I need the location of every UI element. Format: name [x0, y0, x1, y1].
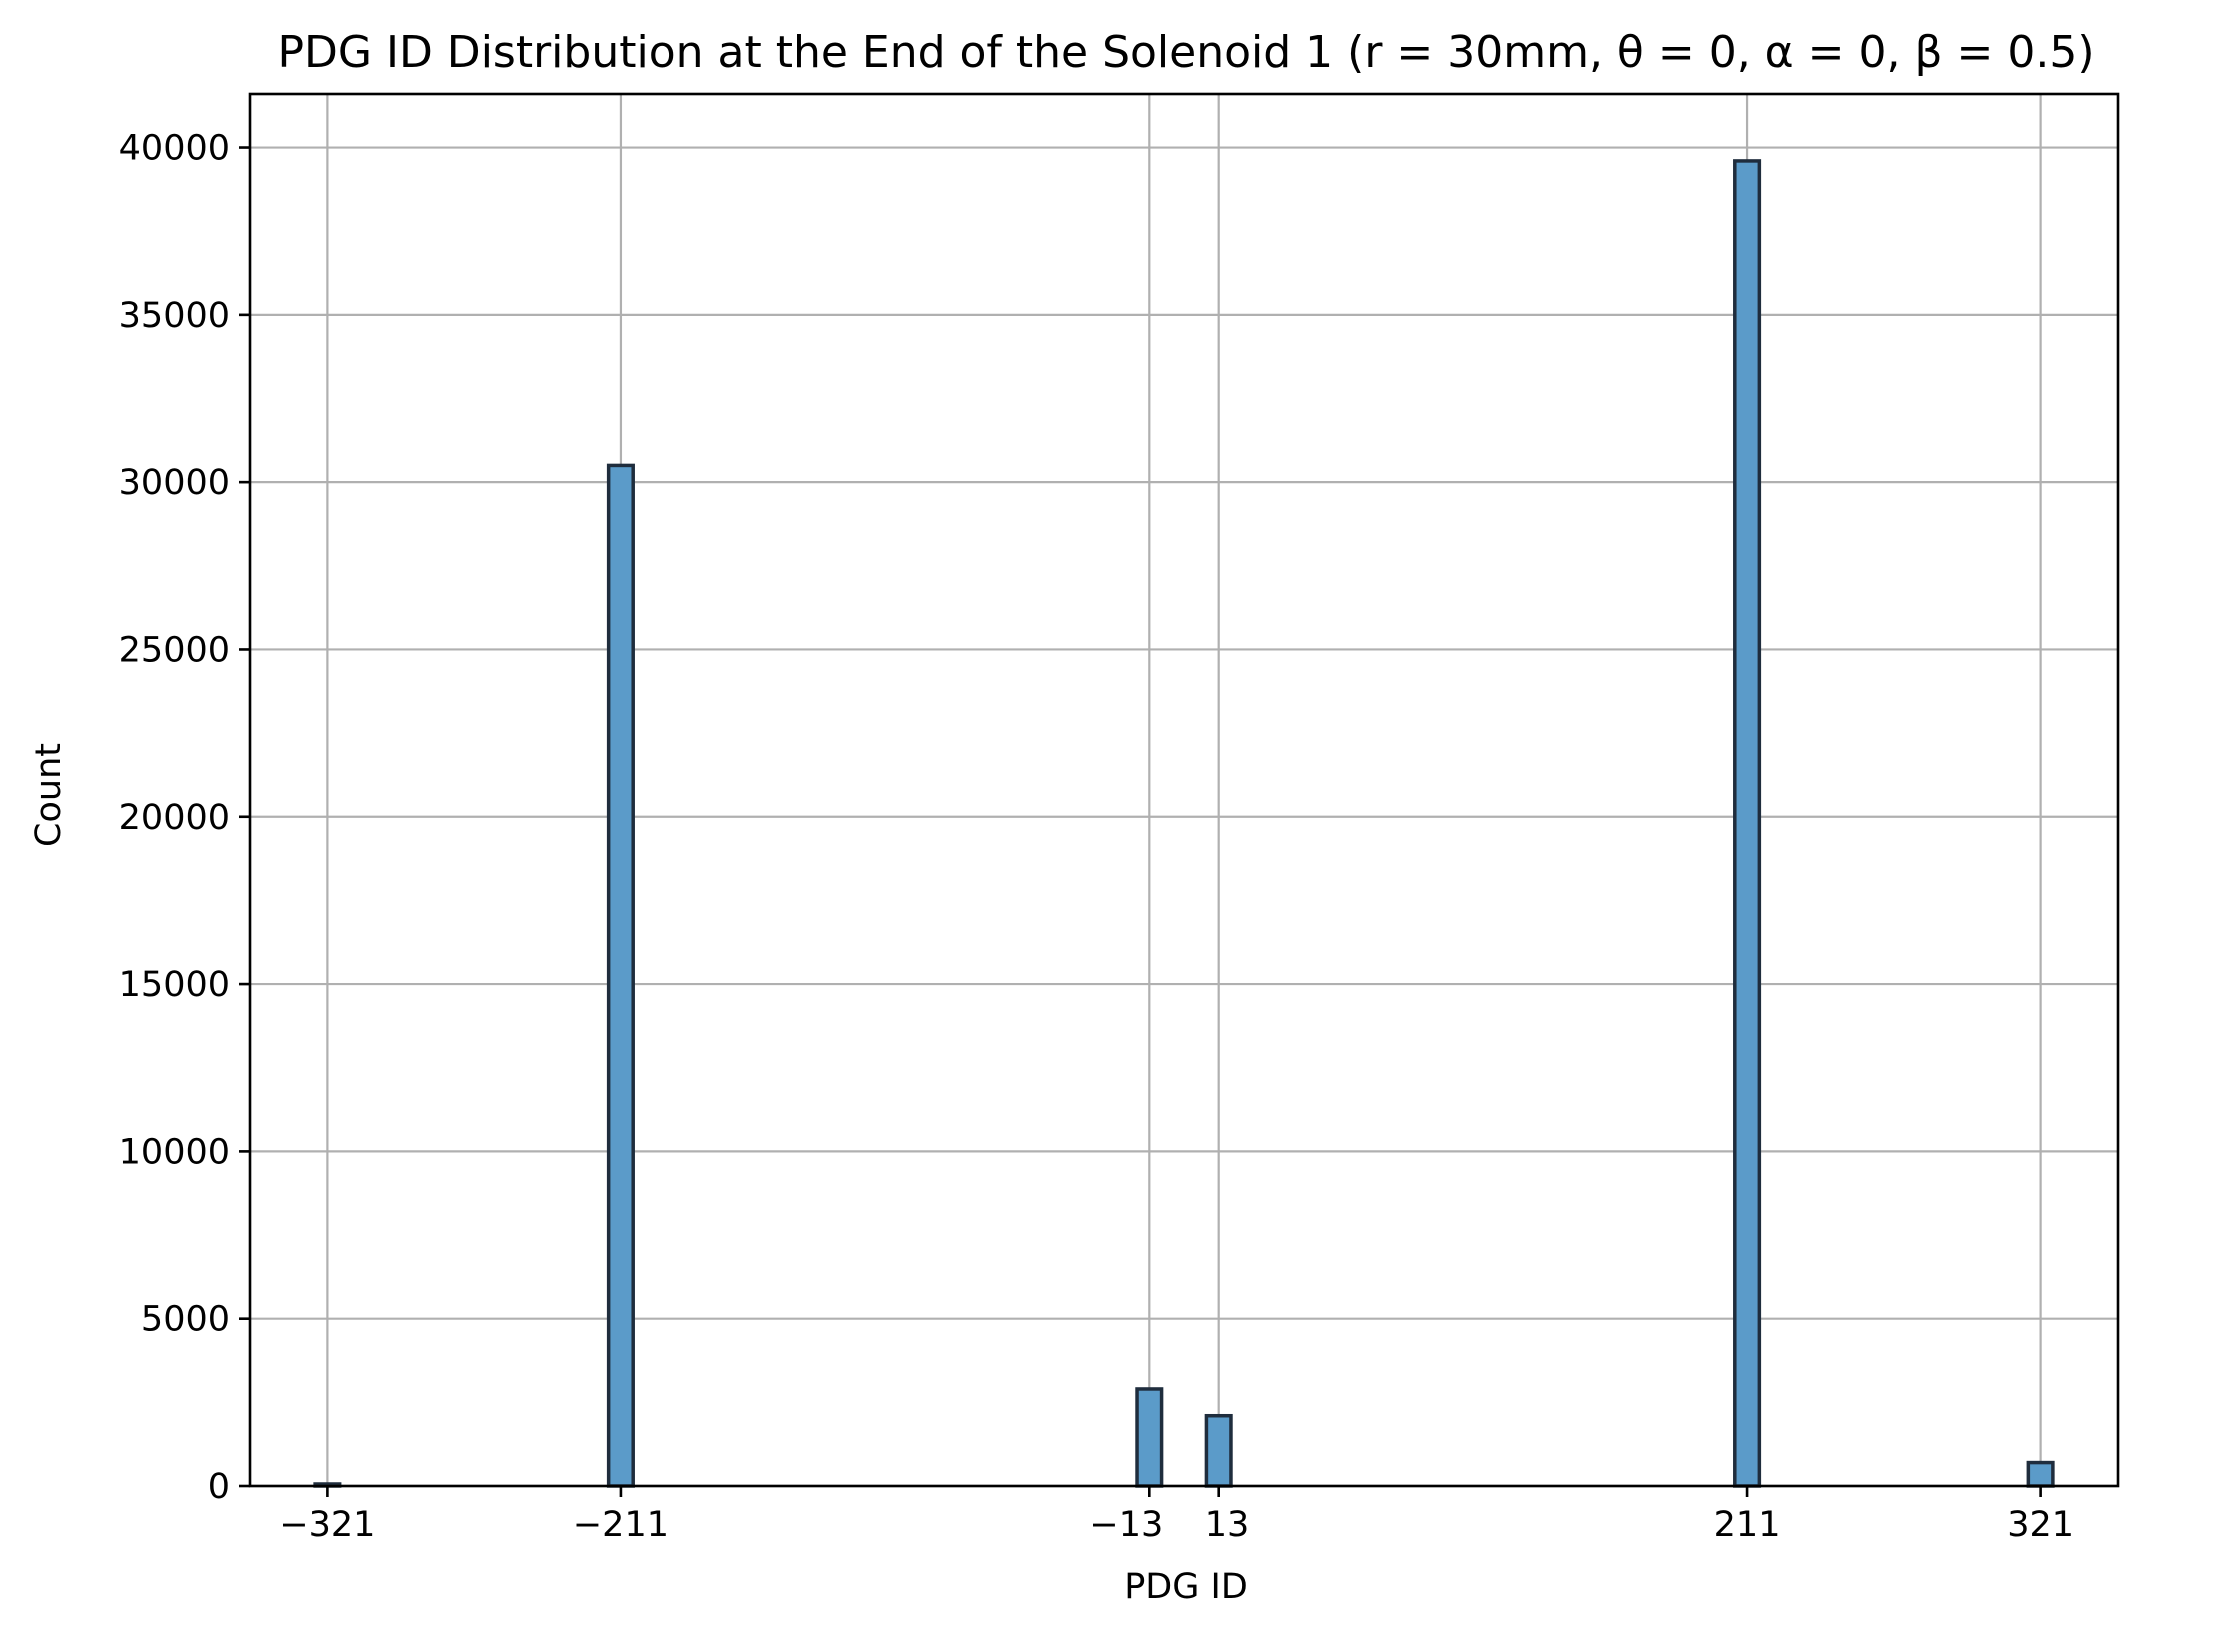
- y-tick-label: 40000: [119, 129, 230, 169]
- x-tick-label: −321: [279, 1505, 375, 1545]
- plot-frame: [248, 92, 2120, 1488]
- y-tick-label: 0: [208, 1467, 230, 1507]
- y-axis-ticks: 0 5000 10000 15000 20000 25000 30000 35000 40000: [119, 129, 250, 1507]
- histogram-bar: [2026, 1460, 2055, 1488]
- y-tick-label: 20000: [119, 798, 230, 838]
- histogram-bar: [606, 463, 635, 1488]
- x-tick-label: 211: [1714, 1505, 1781, 1545]
- chart-title: PDG ID Distribution at the End of the So…: [277, 27, 2094, 78]
- histogram-bar: [1135, 1387, 1164, 1488]
- x-axis-ticks: −321 −211 −13 13 211 321: [279, 1486, 2074, 1545]
- y-tick-label: 10000: [119, 1132, 230, 1172]
- y-tick-label: 15000: [119, 965, 230, 1005]
- y-axis-label: Count: [29, 743, 69, 847]
- y-tick-label: 5000: [141, 1300, 230, 1340]
- grid-lines: [250, 94, 2118, 1488]
- x-tick-label: 13: [1205, 1505, 1250, 1545]
- x-tick-label: −211: [573, 1505, 669, 1545]
- bars: [313, 159, 2055, 1488]
- y-tick-label: 35000: [119, 296, 230, 336]
- histogram-bar: [1204, 1413, 1233, 1488]
- x-tick-label: 321: [2007, 1505, 2074, 1545]
- x-axis-label: PDG ID: [1124, 1567, 1248, 1607]
- y-tick-label: 25000: [119, 630, 230, 670]
- histogram-bar: [1733, 159, 1762, 1488]
- x-tick-label: −13: [1089, 1505, 1163, 1545]
- y-tick-label: 30000: [119, 463, 230, 503]
